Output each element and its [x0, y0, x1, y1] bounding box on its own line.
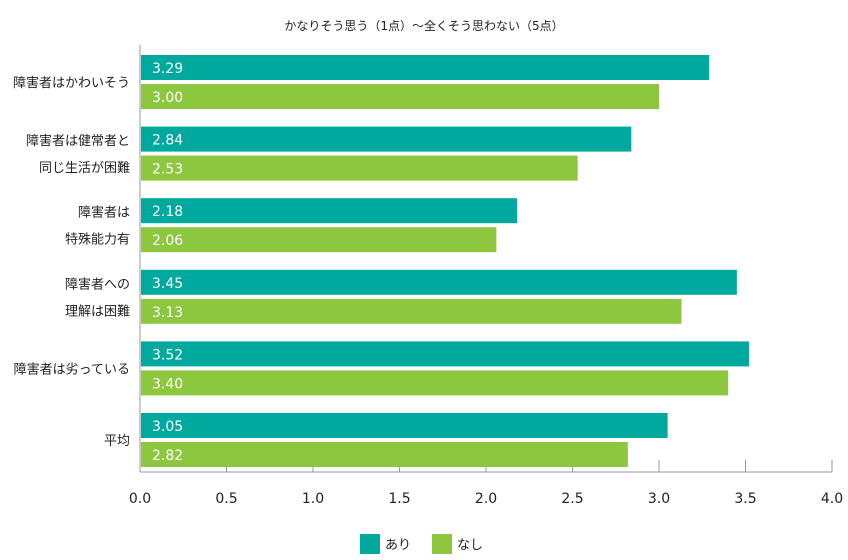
legend-label: あり [385, 538, 411, 553]
data-label: 3.13 [152, 305, 183, 321]
chart-title: かなりそう思う（1点）〜全くそう思わない（5点） [284, 18, 563, 33]
x-tick-label: 0.0 [129, 491, 151, 507]
data-label: 2.06 [152, 233, 183, 249]
data-label: 3.40 [152, 376, 183, 392]
category-label: 障害者は劣っている [14, 361, 130, 377]
data-label: 2.82 [152, 448, 183, 464]
legend-label: なし [457, 538, 483, 553]
bar-nashi [141, 155, 578, 181]
category-label: 特殊能力有 [65, 233, 130, 248]
bar-ari [141, 341, 749, 367]
x-tick-label: 3.0 [648, 491, 670, 507]
bar-nashi [141, 227, 497, 253]
bar-nashi [141, 370, 729, 396]
bar-ari [141, 126, 632, 152]
data-label: 2.18 [152, 204, 183, 220]
category-label: 同じ生活が困難 [39, 161, 130, 176]
x-tick-label: 0.5 [215, 491, 237, 507]
data-label: 3.05 [152, 419, 183, 435]
x-tick-label: 1.5 [388, 491, 410, 507]
x-tick-label: 1.0 [302, 491, 324, 507]
bar-ari [141, 55, 710, 80]
bar-nashi [141, 84, 659, 109]
data-label: 3.00 [152, 90, 183, 106]
category-label: 障害者はかわいそう [13, 75, 130, 91]
x-tick-label: 2.0 [475, 491, 497, 507]
legend-swatch [432, 534, 452, 554]
category-label: 障害者は健常者と [26, 133, 130, 149]
data-label: 3.29 [152, 61, 183, 77]
category-label: 障害者への [65, 276, 130, 292]
category-label: 障害者は [78, 205, 130, 221]
bar-nashi [141, 442, 628, 467]
category-label: 平均 [104, 434, 130, 449]
bar-nashi [141, 298, 682, 324]
legend-swatch [360, 534, 380, 554]
x-tick-label: 2.5 [561, 491, 583, 507]
bar-ari [141, 269, 737, 295]
data-label: 2.84 [152, 133, 183, 149]
x-tick-label: 3.5 [734, 491, 756, 507]
data-label: 2.53 [152, 162, 183, 178]
category-label: 理解は困難 [65, 304, 130, 319]
bar-ari [141, 413, 668, 438]
data-label: 3.45 [152, 276, 183, 292]
data-label: 3.52 [152, 347, 183, 363]
bar-ari [141, 198, 518, 224]
x-tick-label: 4.0 [821, 491, 843, 507]
